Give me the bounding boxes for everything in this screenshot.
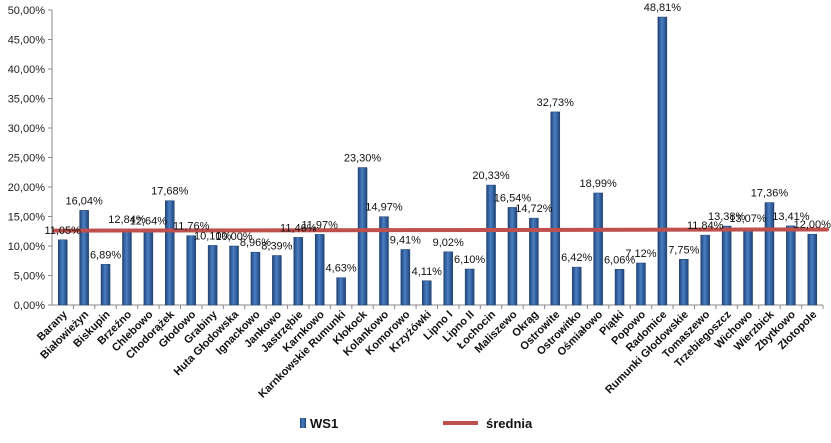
bar (165, 200, 175, 306)
y-tick-label: 5,00% (14, 271, 45, 283)
data-label: 6,42% (561, 252, 592, 264)
bar (422, 280, 432, 306)
data-label: 8,39% (261, 241, 292, 253)
data-label: 10,00% (215, 231, 253, 243)
bar (272, 255, 282, 306)
data-label: 11,84% (687, 220, 724, 232)
category-labels: BaranyBiałowieżynBiskupinBrzeźnoChlebowo… (35, 308, 819, 401)
bar (486, 184, 496, 306)
y-tick-label: 25,00% (8, 153, 46, 165)
data-label: 10,10% (194, 230, 232, 242)
bar (314, 234, 325, 306)
y-tick-label: 40,00% (8, 64, 46, 76)
legend-srednia-label: średnia (486, 416, 533, 431)
data-label: 13,38% (708, 211, 746, 223)
y-tick-label: 35,00% (8, 94, 46, 106)
bar (336, 277, 346, 306)
bar (143, 230, 154, 306)
data-labels: 11,05% 16,04% 6,89% 12,84%12,64% 17,68% 11,76… (44, 2, 831, 278)
data-label: 23,30% (344, 153, 382, 165)
bar (636, 262, 646, 306)
data-label: 13,07% (729, 213, 767, 225)
bar (679, 259, 689, 306)
legend-ws1-label: WS1 (310, 416, 338, 431)
bar (507, 207, 518, 306)
bar (229, 245, 239, 306)
bar (807, 233, 818, 306)
chart-axes: 0,00% 5,00% 10,00% 15,00% 20,00% 25,00% 30,00%… (8, 5, 824, 312)
bar (186, 235, 196, 306)
bar (400, 249, 411, 306)
data-label: 16,54% (494, 192, 532, 204)
bar (614, 269, 625, 306)
bar (743, 227, 753, 306)
bar (250, 251, 261, 306)
y-tick-label: 0,00% (14, 300, 45, 312)
data-label: 11,05% (44, 225, 81, 237)
bar-series (57, 16, 818, 306)
bar (57, 239, 68, 306)
legend-ws1-swatch (300, 418, 306, 428)
data-label: 11,97% (301, 219, 338, 231)
bar (464, 268, 475, 306)
y-tick-label: 30,00% (8, 123, 46, 135)
data-label: 12,64% (130, 215, 168, 227)
bar (550, 111, 561, 306)
data-label: 48,81% (644, 2, 682, 14)
bar (207, 245, 218, 306)
y-tick-label: 15,00% (8, 212, 46, 224)
data-label: 12,00% (794, 219, 831, 231)
legend: WS1 średnia (300, 416, 533, 431)
data-label: 6,06% (604, 254, 635, 266)
data-label: 18,99% (579, 178, 617, 190)
data-label: 6,10% (454, 254, 485, 266)
bar (357, 167, 368, 306)
bar (100, 264, 111, 306)
bar (786, 225, 796, 306)
data-label: 7,12% (625, 248, 656, 260)
data-label: 7,75% (668, 244, 699, 256)
data-label: 8,96% (240, 237, 271, 249)
bar (593, 192, 603, 306)
bar (122, 228, 132, 306)
bar (443, 251, 453, 306)
data-label: 13,41% (772, 211, 810, 223)
data-label: 6,89% (90, 249, 121, 261)
bar (657, 16, 668, 306)
data-label: 9,41% (390, 234, 421, 246)
bar (700, 234, 710, 306)
data-label: 4,63% (326, 263, 357, 275)
y-tick-label: 20,00% (8, 182, 46, 194)
mean-line-group (52, 227, 829, 233)
bar (79, 210, 89, 306)
data-label: 4,11% (412, 266, 443, 278)
data-label: 14,97% (365, 202, 403, 214)
bar (529, 217, 539, 306)
bar (293, 237, 304, 306)
data-label: 17,68% (151, 186, 189, 198)
data-label: 12,84% (108, 214, 146, 226)
data-label: 11,46% (280, 222, 317, 234)
y-tick-label: 10,00% (8, 241, 46, 253)
y-tick-label: 50,00% (8, 5, 46, 17)
bar (379, 216, 389, 306)
data-label: 11,76% (173, 221, 210, 233)
data-label: 20,33% (472, 170, 510, 182)
data-label: 16,04% (65, 195, 103, 207)
bar (721, 225, 732, 306)
mean-line (52, 227, 829, 233)
data-label: 9,02% (433, 237, 464, 249)
data-label: 17,36% (751, 188, 789, 200)
data-label: 32,73% (537, 97, 575, 109)
bar (764, 202, 775, 306)
y-tick-label: 45,00% (8, 35, 46, 47)
data-label: 14,72% (515, 203, 553, 215)
bar (571, 266, 582, 306)
